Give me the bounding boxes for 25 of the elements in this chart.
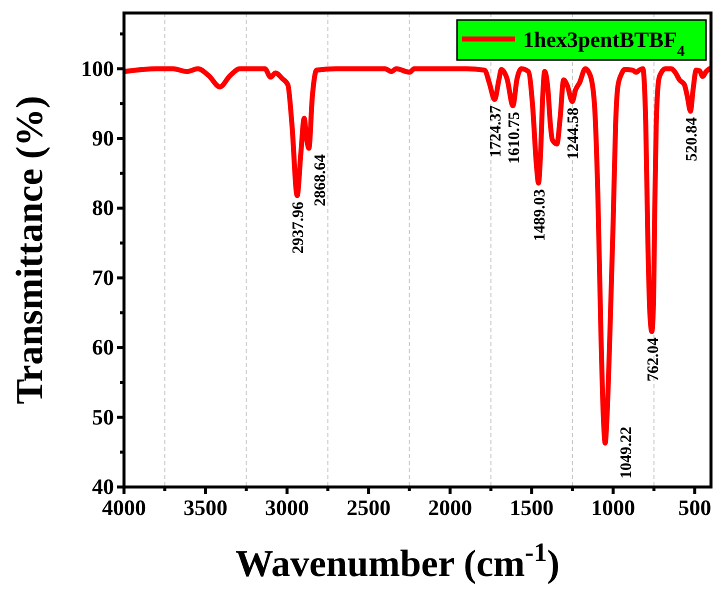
y-tick-label: 50 — [92, 404, 114, 430]
x-tick-label: 500 — [678, 495, 712, 520]
annotation: 1610.75 — [506, 112, 523, 164]
x-tick-label: 1500 — [510, 495, 554, 520]
annotation: 1489.03 — [531, 189, 548, 242]
annotation: 1724.37 — [488, 105, 505, 158]
annotation: 2868.64 — [312, 154, 329, 206]
legend-label: 1hex3pentBTBF$_{4}$ — [523, 27, 686, 60]
annotation: 762.04 — [644, 338, 662, 382]
annotation: 1049.22 — [618, 426, 636, 479]
annotation: 520.84 — [683, 117, 700, 162]
x-tick-label: 2500 — [346, 495, 391, 520]
y-axis-title: Transmittance (%) — [9, 96, 51, 404]
x-tick-label: 3000 — [265, 495, 310, 520]
x-tick-label: 3500 — [184, 495, 228, 520]
annotation: 2937.96 — [290, 202, 308, 254]
annotation: 1244.58 — [565, 108, 582, 160]
x-tick-label: 1000 — [591, 495, 636, 520]
y-tick-label: 90 — [92, 125, 114, 150]
y-tick-label: 60 — [92, 334, 114, 360]
y-tick-label: 80 — [92, 195, 114, 220]
x-tick-label: 2000 — [428, 495, 472, 520]
y-tick-label: 100 — [81, 56, 114, 81]
y-tick-label: 70 — [92, 264, 114, 290]
x-axis-title: Wavenumber (cm$^{-1}$) — [235, 537, 560, 585]
